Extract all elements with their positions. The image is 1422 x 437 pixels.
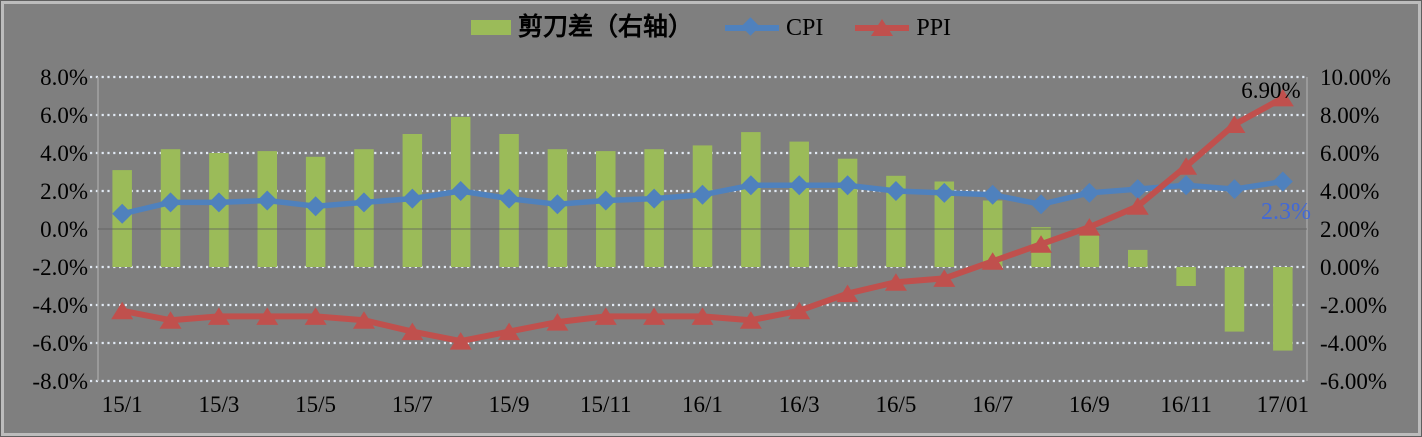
x-axis-tick-label: 15/11 (580, 392, 632, 417)
x-axis-tick-label: 16/5 (875, 392, 916, 417)
ppi-triangle-marker (401, 322, 424, 341)
left-axis-tick-label: 6.0% (40, 103, 88, 128)
ppi-triangle-marker (739, 311, 762, 329)
gap-bar (837, 158, 858, 267)
left-axis-tick-label: -2.0% (32, 255, 88, 280)
ppi-triangle-marker (1271, 88, 1294, 107)
right-axis-tick-label: 8.00% (1320, 103, 1379, 128)
cpi-diamond-marker (160, 192, 181, 213)
x-axis-tick-label: 15/9 (489, 392, 530, 417)
gap-bar (789, 141, 809, 267)
ppi-triangle-marker (884, 273, 907, 291)
right-axis-tick-label: -6.00% (1320, 369, 1387, 394)
cpi-diamond-marker (1176, 175, 1197, 196)
x-axis-tick-label: 16/7 (972, 392, 1013, 417)
x-axis-tick-label: 15/5 (295, 392, 336, 417)
ppi-triangle-marker (256, 307, 279, 325)
ppi-triangle-marker (981, 252, 1004, 270)
cpi-diamond-marker (305, 196, 326, 217)
left-axis-tick-label: 0.0% (40, 217, 88, 242)
cpi-diamond-marker (885, 181, 906, 201)
cpi-diamond-marker (1031, 194, 1052, 215)
right-axis-tick-label: 6.00% (1320, 141, 1379, 166)
ppi-triangle-marker (546, 313, 569, 331)
cpi-diamond-marker (595, 190, 616, 211)
left-axis-tick-label: 2.0% (40, 179, 88, 204)
left-axis-tick-label: -4.0% (32, 293, 88, 318)
gap-bar (886, 175, 906, 267)
ppi-triangle-marker (352, 311, 375, 329)
ppi-triangle-marker (836, 284, 859, 303)
x-axis-tick-label: 15/1 (102, 392, 143, 417)
x-axis-tick-label: 15/3 (198, 392, 239, 417)
cpi-diamond-marker (789, 175, 810, 196)
ppi-triangle-marker (111, 301, 134, 320)
ppi-triangle-marker (933, 269, 956, 287)
right-axis-tick-label: 2.00% (1320, 217, 1379, 242)
right-axis-tick-label: -4.00% (1320, 331, 1387, 356)
ppi-triangle-marker (1126, 197, 1149, 215)
ppi-triangle-marker (691, 307, 714, 325)
gap-bar (1224, 267, 1245, 332)
gap-bar (1127, 249, 1148, 267)
ppi-triangle-marker (788, 301, 811, 320)
ppi-triangle-marker (643, 307, 666, 325)
gap-bar (741, 132, 761, 267)
cpi-diamond-marker (644, 188, 665, 209)
right-axis-tick-label: -2.00% (1320, 293, 1387, 318)
gap-bar (982, 200, 1003, 267)
cpi-diamond-marker (1224, 179, 1245, 200)
cpi-diamond-marker (982, 184, 1003, 205)
cpi-diamond-marker (353, 192, 374, 213)
gap-bar (1273, 267, 1293, 351)
x-axis-tick-label: 15/7 (392, 392, 433, 417)
cpi-diamond-marker (112, 203, 133, 224)
gap-bar (1176, 267, 1196, 286)
x-axis-tick-label: 16/1 (682, 392, 723, 417)
right-axis-tick-label: 0.00% (1320, 255, 1379, 280)
ppi-last-value-label: 6.90% (1241, 78, 1301, 103)
cpi-diamond-marker (499, 188, 520, 209)
cpi-diamond-marker (934, 182, 955, 203)
ppi-triangle-marker (207, 307, 230, 325)
ppi-triangle-marker (1175, 157, 1198, 175)
ppi-triangle-marker (1078, 218, 1101, 236)
ppi-triangle-marker (1223, 115, 1246, 133)
gap-bar (692, 145, 713, 267)
cpi-diamond-marker (208, 192, 229, 213)
cpi-diamond-marker (1272, 171, 1293, 192)
ppi-triangle-marker (1030, 235, 1053, 253)
x-axis-tick-label: 16/11 (1160, 392, 1212, 417)
cpi-diamond-marker (257, 190, 278, 211)
left-axis-tick-label: 4.0% (40, 141, 88, 166)
x-axis-tick-label: 17/01 (1257, 392, 1309, 417)
right-axis-tick-label: 4.00% (1320, 179, 1379, 204)
left-axis-tick-label: -8.0% (32, 369, 88, 394)
cpi-diamond-marker (837, 175, 858, 196)
gap-bar (1079, 232, 1100, 267)
left-axis-tick-label: 8.0% (40, 65, 88, 90)
ppi-triangle-marker (594, 307, 617, 325)
cpi-diamond-marker (740, 175, 761, 196)
ppi-triangle-marker (498, 322, 521, 341)
cpi-diamond-marker (450, 181, 471, 201)
gap-bar (934, 181, 955, 267)
x-axis-tick-label: 16/3 (779, 392, 820, 417)
cpi-last-value-label: 2.3% (1261, 199, 1311, 225)
cpi-diamond-marker (1079, 182, 1100, 203)
ppi-triangle-marker (159, 311, 182, 329)
left-axis-tick-label: -6.0% (32, 331, 88, 356)
cpi-diamond-marker (547, 194, 568, 215)
cpi-diamond-marker (692, 184, 713, 205)
ppi-triangle-marker (304, 307, 327, 325)
ppi-triangle-marker (449, 332, 472, 350)
x-axis-tick-label: 16/9 (1069, 392, 1110, 417)
right-axis-tick-label: 10.00% (1320, 65, 1391, 90)
cpi-diamond-marker (1127, 179, 1148, 200)
cpi-diamond-marker (402, 188, 423, 209)
